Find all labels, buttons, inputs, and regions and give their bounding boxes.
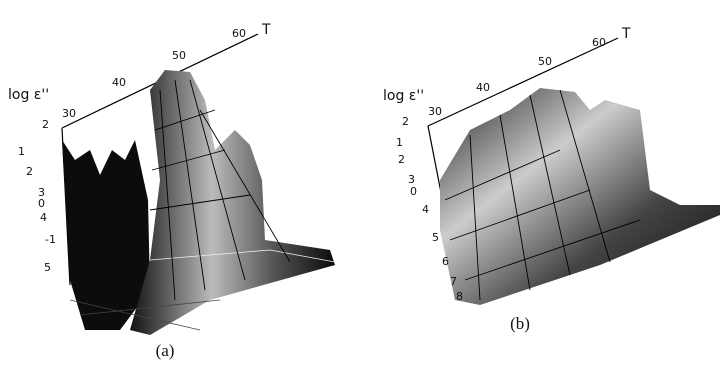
side-label: 1 — [396, 136, 403, 149]
t-tick-label: 50 — [172, 49, 186, 62]
side-label: 0 — [410, 185, 417, 198]
side-label: 4 — [422, 203, 429, 216]
surface — [62, 140, 150, 330]
side-label: 8 — [456, 290, 463, 303]
t-tick-label: 40 — [112, 76, 126, 89]
surface — [130, 70, 335, 335]
surface — [440, 88, 720, 305]
t-axis-title: T — [621, 26, 631, 42]
t-tick-label: 60 — [232, 27, 246, 40]
mesh-line — [69, 299, 221, 331]
side-label: 5 — [44, 261, 51, 274]
side-label: 3 — [408, 173, 415, 186]
t-tick-label: 30 — [428, 105, 442, 118]
side-label: 0 — [38, 197, 45, 210]
t-axis-title: T — [261, 22, 271, 38]
t-tick-label: 60 — [592, 36, 606, 49]
t-axis — [427, 37, 619, 127]
mesh-line — [149, 79, 291, 301]
side-label: 5 — [432, 231, 439, 244]
z-axis-title: log ε'' — [383, 88, 424, 104]
side-label: 4 — [40, 211, 47, 224]
side-label: 8 — [118, 315, 125, 328]
mesh-line — [444, 89, 641, 301]
panel-a — [61, 33, 336, 335]
caption: (b) — [510, 314, 530, 333]
panel-b — [427, 37, 720, 305]
t-tick-label: 50 — [538, 55, 552, 68]
side-label: 2 — [26, 165, 33, 178]
side-label: 2 — [42, 118, 49, 131]
t-tick-label: 30 — [62, 107, 76, 120]
z-axis-title: log ε'' — [8, 87, 49, 103]
side-label: 6 — [442, 255, 449, 268]
t-tick-label: 40 — [476, 81, 490, 94]
side-label: 7 — [450, 275, 457, 288]
side-label: -1 — [45, 233, 56, 246]
side-label: 2 — [402, 115, 409, 128]
side-label: 3 — [38, 186, 45, 199]
caption: (a) — [156, 341, 175, 360]
side-label: 2 — [398, 153, 405, 166]
side-label: 1 — [18, 145, 25, 158]
mesh-line — [149, 249, 336, 263]
